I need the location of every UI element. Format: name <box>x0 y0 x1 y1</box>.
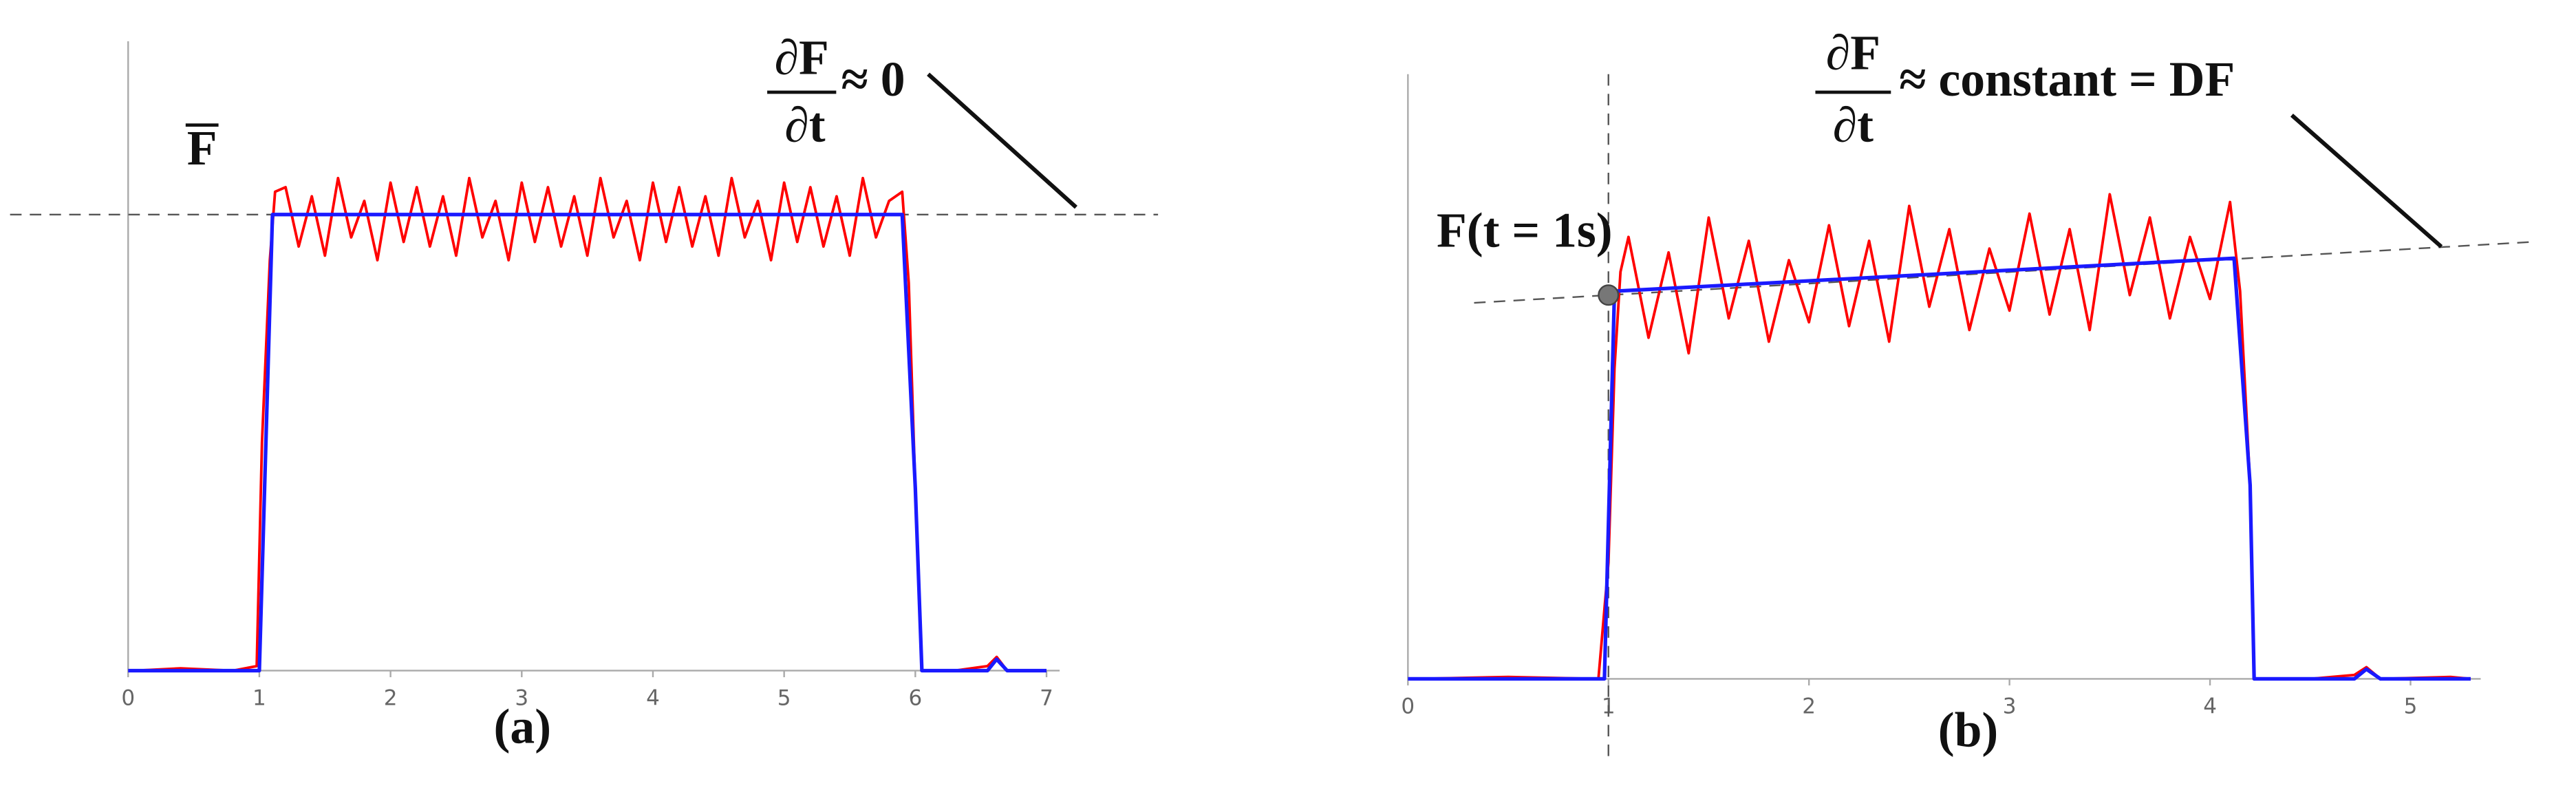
leader-line <box>927 72 1077 209</box>
marker-point <box>1598 284 1620 306</box>
annotation: ∂t <box>1833 98 1874 153</box>
x-tick-label: 5 <box>2404 694 2418 719</box>
x-tick-label: 4 <box>2203 694 2217 719</box>
leader-line <box>2290 114 2443 248</box>
x-tick-label: 5 <box>777 686 791 711</box>
panel-label: (a) <box>494 700 552 754</box>
x-tick-label: 7 <box>1040 686 1053 711</box>
x-tick-label: 2 <box>384 686 398 711</box>
x-tick-label: 3 <box>2003 694 2017 719</box>
data-line <box>134 176 1047 672</box>
annotation: F <box>187 121 217 175</box>
x-tick-label: 0 <box>121 686 135 711</box>
data-line <box>128 213 1047 673</box>
x-tick-label: 1 <box>253 686 266 711</box>
annotation: ≈ constant = DF <box>1899 52 2235 107</box>
x-tick-label: 4 <box>646 686 660 711</box>
x-tick-label: 3 <box>515 686 528 711</box>
x-tick-label: 0 <box>1401 694 1415 719</box>
x-tick-label: 6 <box>908 686 922 711</box>
data-line <box>1417 193 2471 681</box>
x-tick-label: 2 <box>1802 694 1816 719</box>
annotation: ∂F <box>1826 26 1880 81</box>
annotation: F(t = 1s) <box>1437 203 1613 257</box>
annotation: ≈ 0 <box>841 52 905 107</box>
data-line <box>1408 256 2471 681</box>
annotation: ∂F <box>775 31 829 85</box>
annotation: ∂t <box>784 98 825 153</box>
panel-label: (b) <box>1938 703 1999 757</box>
